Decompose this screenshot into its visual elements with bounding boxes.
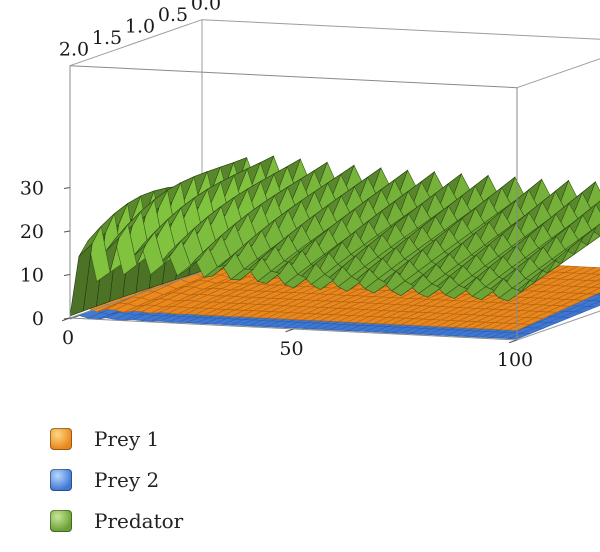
box-edge bbox=[69, 271, 203, 319]
legend-label-prey-1: Prey 1 bbox=[94, 426, 160, 451]
y-tick-label: 0.5 bbox=[158, 4, 188, 26]
legend-label-predator: Predator bbox=[94, 508, 184, 533]
x-tick-label: 100 bbox=[497, 349, 533, 371]
legend-swatch-prey-1 bbox=[50, 427, 72, 450]
y-tick-label: 0.0 bbox=[191, 0, 221, 15]
legend: Prey 1 Prey 2 Predator bbox=[50, 418, 310, 541]
legend-swatch-predator bbox=[50, 509, 72, 532]
predator-surface-patch bbox=[69, 242, 93, 317]
z-tick bbox=[63, 230, 71, 233]
legend-label-prey-2: Prey 2 bbox=[94, 467, 160, 492]
y-tick-label: 2.0 bbox=[59, 39, 89, 61]
z-tick-label: 20 bbox=[20, 221, 44, 243]
box-edge bbox=[201, 19, 600, 40]
chart-figure: 0 50 100 0 10 20 30 0.0 0.5 1.0 1.5 2.0 bbox=[20, 0, 600, 371]
legend-item-predator: Predator bbox=[50, 500, 310, 541]
z-tick-label: 0 bbox=[32, 308, 44, 330]
x-tick-label: 50 bbox=[279, 338, 303, 360]
box-edge bbox=[69, 65, 518, 89]
x-tick bbox=[508, 339, 518, 344]
y-tick-label: 1.0 bbox=[125, 16, 155, 38]
z-tick-label: 10 bbox=[20, 265, 44, 287]
legend-item-prey-2: Prey 2 bbox=[50, 459, 310, 500]
legend-swatch-prey-2 bbox=[50, 468, 72, 491]
surface-plot: 0 50 100 0 10 20 30 0.00.51.01.52.0 bbox=[20, 0, 600, 371]
box-edge bbox=[69, 19, 203, 67]
y-tick-label: 1.5 bbox=[92, 27, 122, 49]
x-tick bbox=[285, 328, 294, 333]
box-edge bbox=[516, 58, 600, 89]
x-tick-label: 0 bbox=[62, 327, 74, 349]
legend-item-prey-1: Prey 1 bbox=[50, 418, 310, 459]
box-edge bbox=[516, 310, 600, 341]
z-tick bbox=[63, 274, 71, 276]
z-tick bbox=[63, 317, 71, 320]
z-tick-label: 30 bbox=[20, 178, 44, 200]
z-tick bbox=[63, 187, 71, 189]
predator-surface bbox=[69, 155, 600, 317]
